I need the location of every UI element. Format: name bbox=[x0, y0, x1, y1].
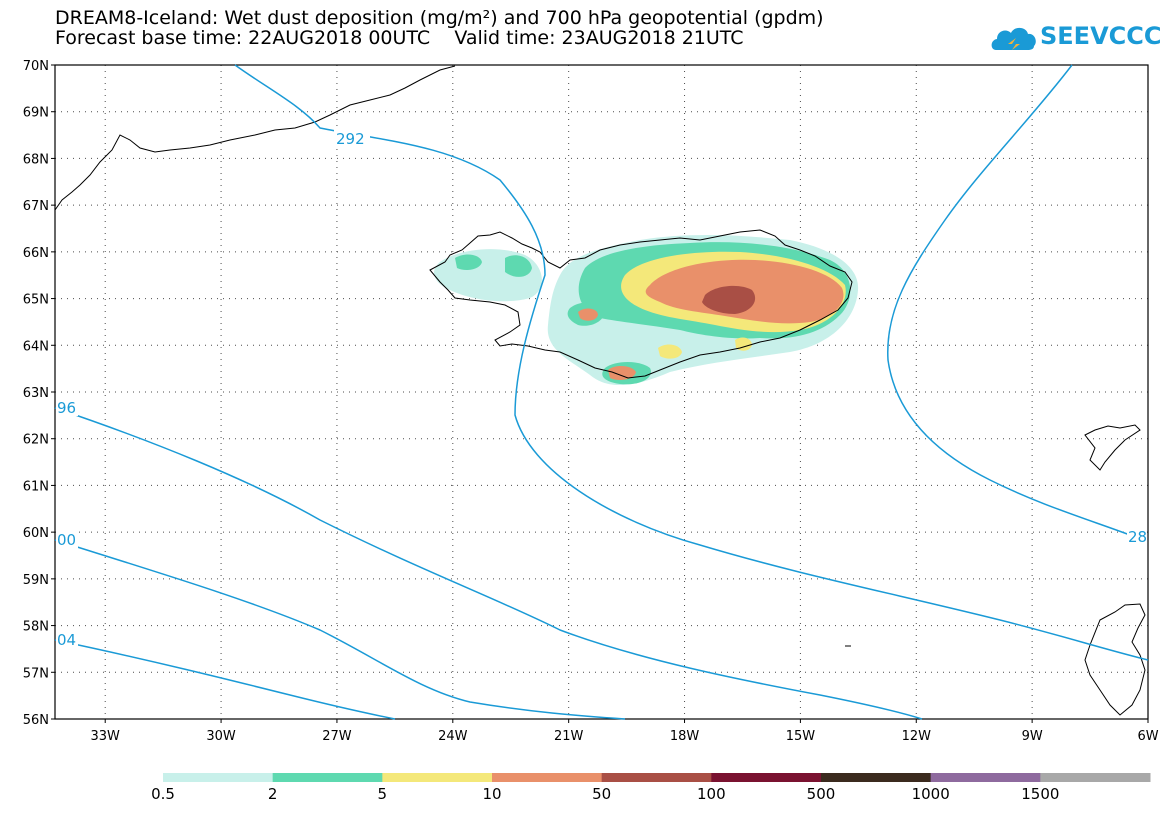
colorbar-swatch bbox=[163, 773, 274, 782]
colorbar-swatch bbox=[1040, 773, 1151, 782]
lon-label: 24W bbox=[438, 729, 468, 744]
colorbar-label: 10 bbox=[482, 785, 502, 803]
dust-field-brown bbox=[702, 285, 756, 314]
colorbar-swatch bbox=[382, 773, 493, 782]
colorbar-swatch bbox=[272, 773, 383, 782]
lon-label: 21W bbox=[554, 729, 584, 744]
contour-label-304: 04 bbox=[57, 631, 76, 649]
colorbar bbox=[163, 773, 1151, 782]
lat-label: 57N bbox=[23, 666, 49, 681]
contour-304 bbox=[54, 639, 396, 720]
lon-label: 9W bbox=[1022, 729, 1043, 744]
lat-label: 68N bbox=[23, 152, 49, 167]
dust-field-green-west bbox=[455, 254, 532, 277]
logo-text: SEEVCCC bbox=[1040, 22, 1162, 50]
coastlines bbox=[54, 65, 1146, 716]
lat-label: 65N bbox=[23, 293, 49, 308]
colorbar-swatch bbox=[492, 773, 603, 782]
colorbar-swatch bbox=[930, 773, 1041, 782]
dust-field-yellow-south bbox=[658, 337, 752, 359]
latitude-labels: 70N 69N 68N 67N 66N 65N 64N 63N 62N 61N 60N 59N 58N 5… bbox=[23, 59, 55, 728]
scotland-coast bbox=[1084, 603, 1146, 716]
colorbar-swatch bbox=[821, 773, 932, 782]
dust-deposition-field bbox=[434, 235, 859, 386]
lat-label: 56N bbox=[23, 713, 49, 728]
cloud-logo-icon bbox=[991, 27, 1036, 50]
lat-label: 62N bbox=[23, 433, 49, 448]
colorbar-label: 500 bbox=[806, 785, 836, 803]
contour-288 bbox=[887, 64, 1131, 536]
lat-label: 69N bbox=[23, 106, 49, 121]
colorbar-label: 100 bbox=[697, 785, 726, 803]
colorbar-label: 1000 bbox=[911, 785, 950, 803]
lat-label: 61N bbox=[23, 479, 49, 494]
lon-label: 6W bbox=[1137, 729, 1158, 744]
lat-label: 59N bbox=[23, 573, 49, 588]
iceland-coast bbox=[429, 229, 853, 379]
map-subtitle: Forecast base time: 22AUG2018 00UTC Vali… bbox=[55, 27, 744, 49]
lon-label: 12W bbox=[902, 729, 932, 744]
map-title: DREAM8-Iceland: Wet dust deposition (mg/… bbox=[55, 7, 824, 29]
lat-label: 70N bbox=[23, 59, 49, 74]
colorbar-swatch bbox=[711, 773, 822, 782]
lon-label: 30W bbox=[206, 729, 236, 744]
lat-label: 66N bbox=[23, 246, 49, 261]
lon-label: 18W bbox=[670, 729, 700, 744]
contour-292 bbox=[234, 64, 1149, 661]
longitude-labels: 33W 30W 27W 24W 21W 18W 15W 12W 9W 6W bbox=[91, 719, 1159, 744]
colorbar-label: 2 bbox=[267, 785, 278, 803]
lat-label: 64N bbox=[23, 339, 49, 354]
lat-label: 67N bbox=[23, 199, 49, 214]
dust-field-orange-small bbox=[578, 308, 636, 380]
lon-label: 27W bbox=[322, 729, 352, 744]
colorbar-label: 0.5 bbox=[151, 785, 175, 803]
contour-300 bbox=[54, 539, 626, 720]
contour-label-288: 28 bbox=[1128, 528, 1147, 546]
contour-label-300: 00 bbox=[57, 531, 76, 549]
lon-label: 15W bbox=[786, 729, 816, 744]
contour-296 bbox=[54, 407, 923, 720]
faroe-coast bbox=[1084, 424, 1141, 471]
colorbar-label: 50 bbox=[592, 785, 612, 803]
geopotential-contours bbox=[54, 64, 1149, 720]
greenland-coast bbox=[54, 65, 456, 211]
colorbar-swatch bbox=[601, 773, 712, 782]
contour-label-296: 96 bbox=[57, 399, 76, 417]
colorbar-label: 1500 bbox=[1021, 785, 1060, 803]
lat-label: 63N bbox=[23, 386, 49, 401]
lon-label: 33W bbox=[91, 729, 121, 744]
lat-label: 58N bbox=[23, 620, 49, 635]
contour-labels: 292 96 00 04 28 bbox=[56, 128, 1147, 649]
colorbar-label: 5 bbox=[377, 785, 388, 803]
contour-label-292: 292 bbox=[336, 130, 365, 148]
gridlines bbox=[55, 65, 1148, 719]
lat-label: 60N bbox=[23, 526, 49, 541]
